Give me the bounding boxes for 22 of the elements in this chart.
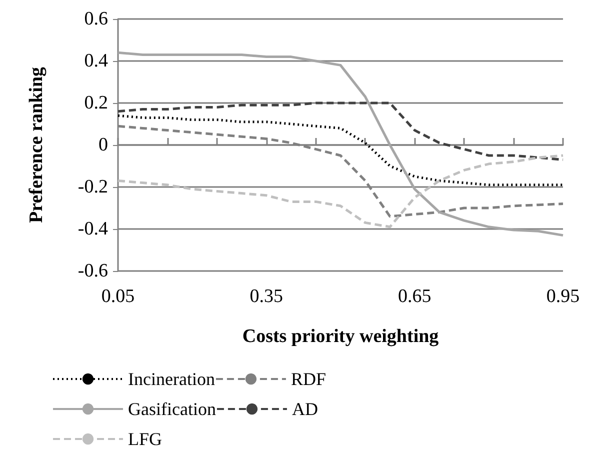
legend-label: RDF — [290, 369, 326, 389]
y-tick-label: 0 — [98, 134, 108, 156]
x-tick-label: 0.65 — [398, 286, 432, 307]
line-series — [116, 114, 564, 186]
legend-label: LFG — [128, 429, 162, 449]
x-axis-title: Costs priority weighting — [242, 326, 440, 347]
y-tick-label: 0.4 — [84, 50, 108, 72]
legend-label: AD — [292, 399, 318, 419]
legend-label: Incineration — [128, 369, 215, 389]
line-series — [116, 102, 564, 161]
x-tick-label: 0.35 — [250, 286, 283, 307]
y-tick-label: 0.6 — [84, 8, 108, 30]
x-tick-label: 0.95 — [546, 286, 580, 307]
line-series — [116, 51, 564, 237]
y-tick-label: -0.6 — [78, 260, 108, 282]
x-tick-label: 0.05 — [101, 286, 135, 307]
line-series — [116, 154, 564, 228]
y-tick-label: 0.2 — [84, 92, 108, 114]
legend-label: Gasification — [128, 399, 216, 419]
y-tick-label: -0.2 — [78, 176, 108, 198]
y-axis-title: Preference ranking — [26, 66, 47, 224]
y-tick-label: -0.4 — [78, 218, 108, 240]
